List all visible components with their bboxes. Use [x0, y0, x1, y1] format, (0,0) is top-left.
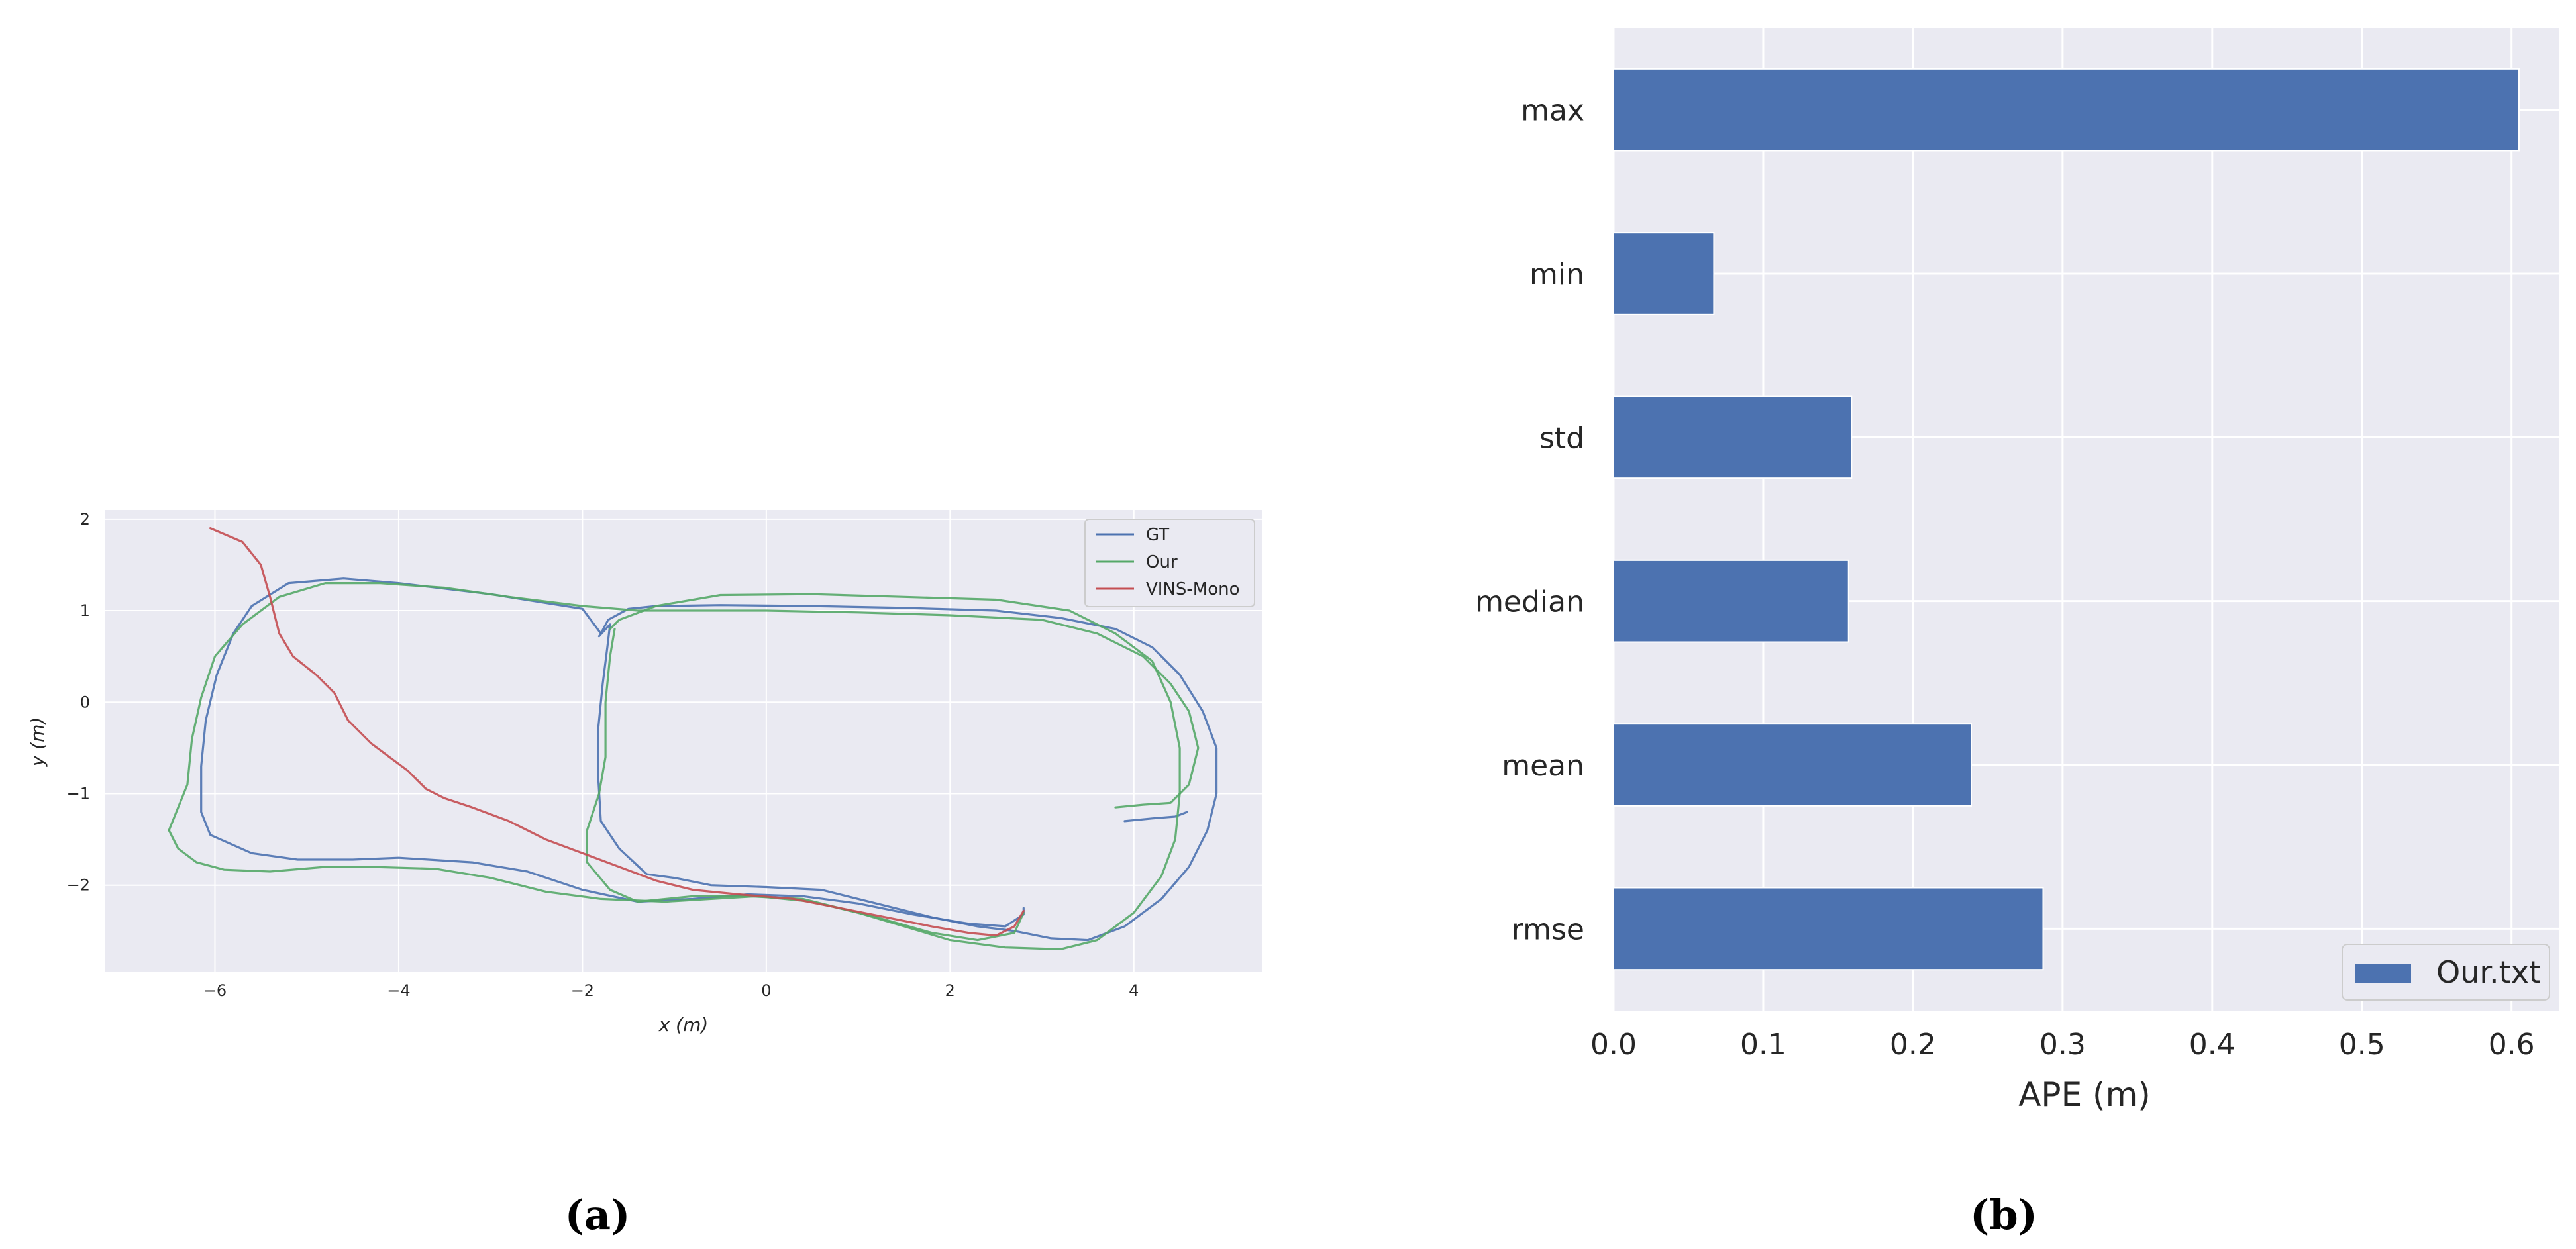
x-tick-label: 0.4	[2189, 1028, 2236, 1062]
x-tick-label: 0.6	[2489, 1028, 2535, 1062]
y-tick-label-mean: mean	[1502, 749, 1584, 783]
caption-b: (b)	[1970, 1191, 2037, 1239]
trajectory-legend-frame	[1084, 519, 1255, 607]
trajectory-legend: GT Our VINS-Mono	[1084, 519, 1255, 607]
bar-rmse	[1613, 887, 2044, 971]
x-tick-label: 0.1	[1740, 1028, 1786, 1062]
x-tick-label: 2	[945, 981, 955, 1000]
ape-legend-frame	[2342, 944, 2550, 1001]
bar-median	[1613, 559, 1849, 643]
x-tick-label: −6	[203, 981, 227, 1000]
bar-std	[1613, 395, 1853, 479]
legend-swatch-our-txt	[2355, 964, 2411, 983]
ape-legend: Our.txt	[2342, 944, 2550, 1001]
y-tick-label-rmse: rmse	[1512, 913, 1584, 946]
x-tick-label: 0	[761, 981, 771, 1000]
bar-mean	[1613, 723, 1973, 807]
series-line-gt	[1123, 811, 1188, 823]
x-tick-label: 0.0	[1590, 1028, 1637, 1062]
ape-bar-chart: 0.0 0.1 0.2 0.3 0.4 0.5 0.6 max min std median mean…	[1475, 28, 2559, 1114]
legend-label-our-txt: Our.txt	[2436, 954, 2541, 990]
legend-label-gt: GT	[1146, 525, 1169, 545]
bar-min	[1613, 232, 1715, 315]
y-tick-label-max: max	[1521, 94, 1584, 128]
x-tick-label: −4	[387, 981, 410, 1000]
trajectory-x-axis-label: x (m)	[658, 1014, 709, 1036]
caption-a: (a)	[565, 1191, 631, 1239]
y-tick-label-min: min	[1529, 258, 1584, 291]
trajectory-chart: −6 −4 −2 0 2 4 −2 −1 0 1 2 x (m) y (m) GT Our VINS…	[26, 510, 1262, 1036]
x-tick-label: 0.3	[2039, 1028, 2086, 1062]
series-line-our	[586, 593, 1181, 950]
y-tick-label-median: median	[1475, 585, 1584, 619]
bar-max	[1613, 68, 2520, 152]
series-line-our	[168, 829, 1025, 942]
y-tick-label: −2	[67, 876, 90, 895]
ape-x-axis-label: APE (m)	[2018, 1075, 2151, 1114]
ape-bars-group	[1613, 68, 2520, 971]
trajectory-series-group	[168, 527, 1218, 950]
series-line-gt	[200, 577, 1025, 928]
series-line-vins-mono	[209, 527, 1025, 937]
y-tick-label-std: std	[1539, 421, 1584, 455]
x-tick-label: 0.2	[1890, 1028, 1936, 1062]
y-tick-label: 0	[80, 693, 90, 711]
series-line-our	[168, 582, 1200, 832]
x-tick-label: 4	[1129, 981, 1139, 1000]
x-tick-label: −2	[571, 981, 594, 1000]
y-tick-label: 2	[80, 510, 90, 528]
trajectory-tick-labels: −6 −4 −2 0 2 4 −2 −1 0 1 2	[67, 510, 1139, 1000]
legend-label-our: Our	[1146, 552, 1178, 572]
x-tick-label: 0.5	[2339, 1028, 2385, 1062]
trajectory-plot-area	[105, 510, 1262, 972]
legend-label-vins-mono: VINS-Mono	[1146, 579, 1240, 599]
trajectory-y-axis-label: y (m)	[26, 717, 48, 768]
ape-tick-labels: 0.0 0.1 0.2 0.3 0.4 0.5 0.6 max min std median mean…	[1475, 94, 2535, 1062]
y-tick-label: −1	[67, 784, 90, 803]
y-tick-label: 1	[80, 601, 90, 620]
ape-plot-area	[1614, 28, 2559, 1011]
